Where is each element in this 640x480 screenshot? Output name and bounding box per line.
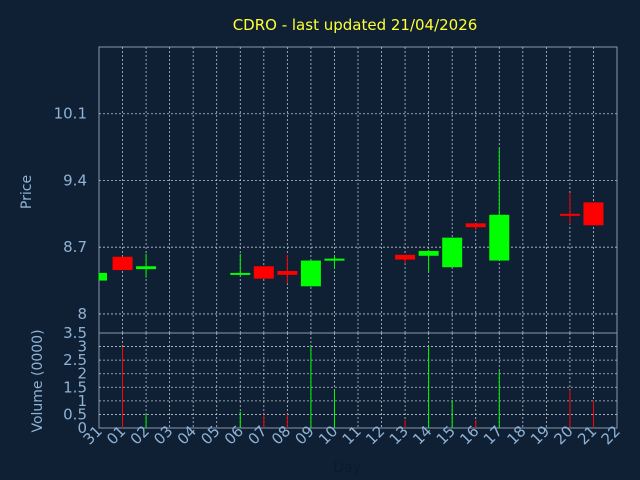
candle-body xyxy=(442,237,463,268)
volume-tick-label: 0 xyxy=(77,419,87,437)
volume-axis-label: Volume (0000) xyxy=(30,329,46,432)
price-panel: 8 8.7 9.4 10.1 xyxy=(54,46,618,334)
candle-body xyxy=(277,271,298,275)
candle-body xyxy=(112,256,133,271)
price-tick-label: 9.4 xyxy=(63,171,87,189)
candle-body xyxy=(136,266,157,270)
x-axis: 3101020304050607080910111213141516171819… xyxy=(80,422,624,448)
candle-body xyxy=(99,272,107,281)
candle-body xyxy=(324,258,345,261)
candle-body xyxy=(559,213,580,216)
volume-tick-label: 0.5 xyxy=(63,405,87,423)
volume-tick-label: 1.5 xyxy=(63,378,87,396)
candle-body xyxy=(395,254,416,260)
candle-body xyxy=(230,272,251,275)
volume-tick-label: 3 xyxy=(77,338,87,356)
volume-tick-label: 1 xyxy=(77,392,87,410)
volume-panel: 00.511.522.533.5 xyxy=(63,324,618,437)
candle-body xyxy=(300,260,321,287)
x-axis-label: Day xyxy=(333,460,361,476)
price-tick-label: 10.1 xyxy=(54,105,87,123)
price-axis-label: Price xyxy=(19,175,35,209)
candle-body xyxy=(489,214,510,261)
volume-tick-label: 3.5 xyxy=(63,324,87,342)
candle-body xyxy=(465,223,486,228)
chart-title: CDRO - last updated 21/04/2026 xyxy=(233,16,478,34)
price-tick-label: 8.7 xyxy=(63,238,87,256)
candle-body xyxy=(418,251,439,256)
volume-tick-label: 2 xyxy=(77,365,87,383)
price-tick-label: 8 xyxy=(77,305,87,323)
candle-body xyxy=(583,202,604,226)
candle-body xyxy=(253,266,274,279)
volume-tick-label: 2.5 xyxy=(63,351,87,369)
